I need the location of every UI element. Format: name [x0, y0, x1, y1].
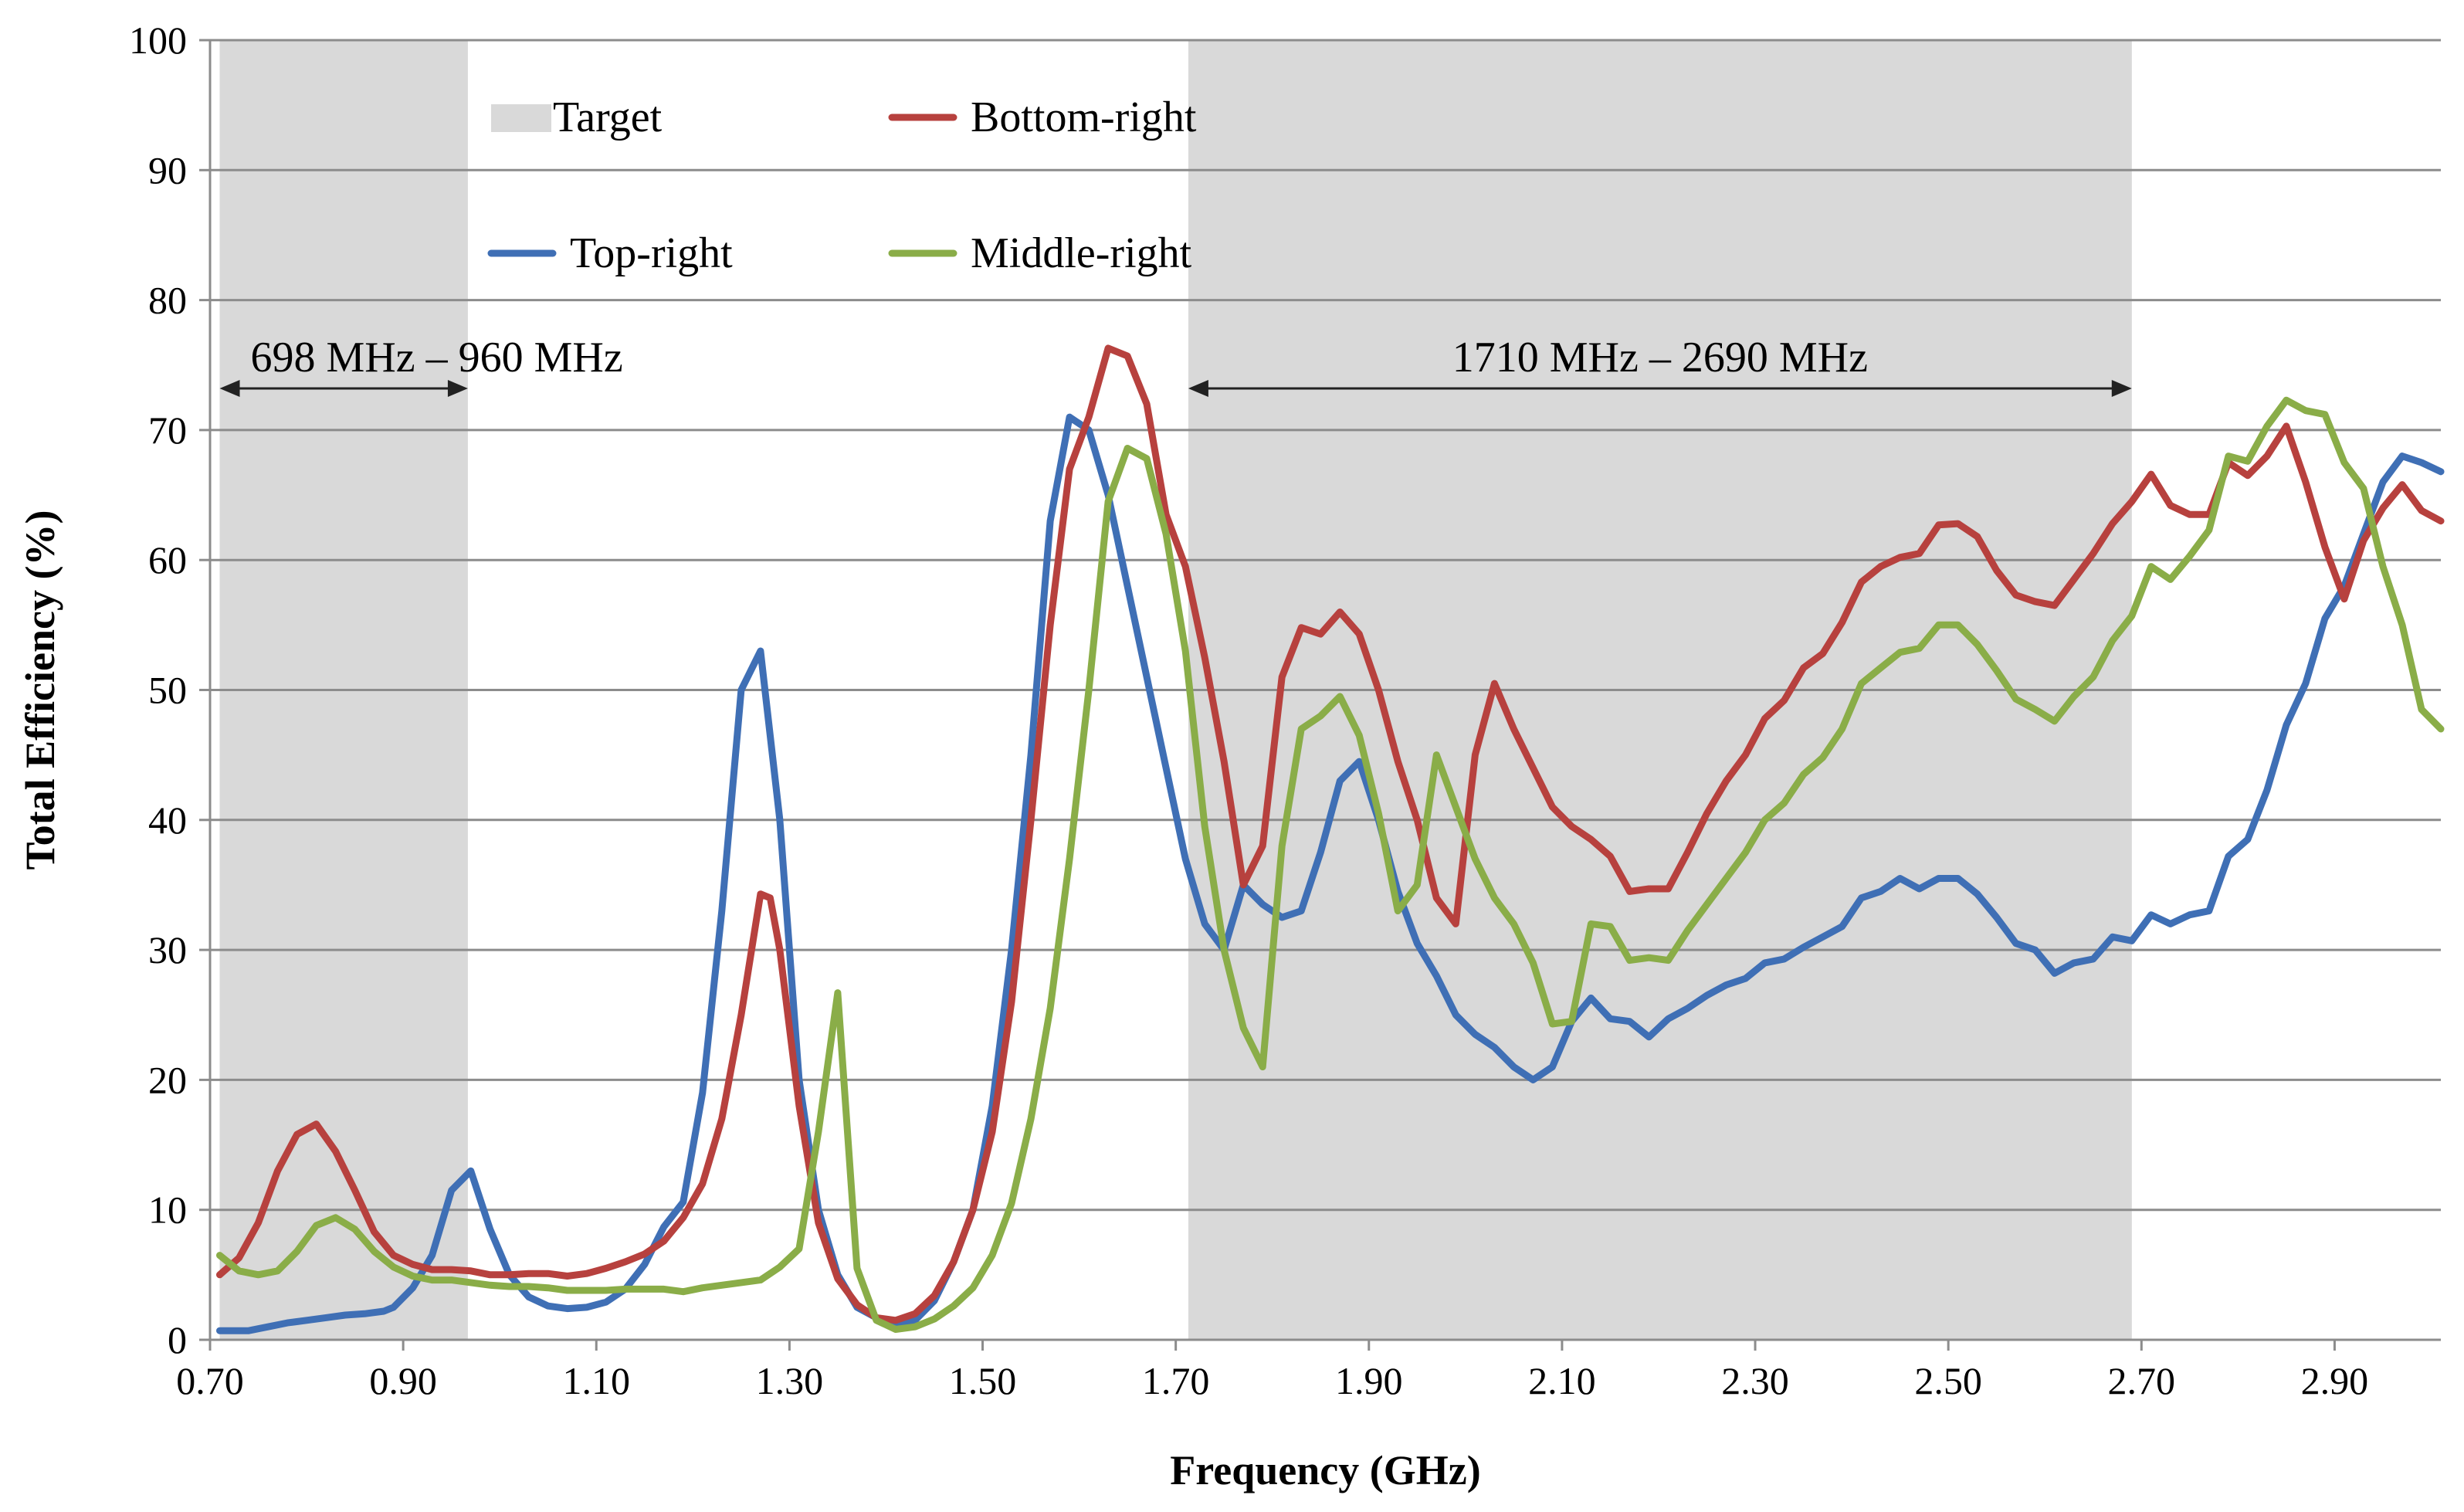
y-tick-label: 50: [148, 669, 187, 712]
x-tick-label: 1.90: [1335, 1359, 1403, 1402]
legend-label-top-right: Top-right: [570, 229, 733, 277]
series-line-bottom-right: [216, 344, 2445, 1324]
x-tick-label: 0.90: [369, 1359, 437, 1402]
band-2-arrow-head-right: [2111, 380, 2132, 398]
y-tick-label: 10: [148, 1188, 187, 1232]
y-tick-label: 70: [148, 409, 187, 452]
y-tick-label: 30: [148, 928, 187, 971]
y-axis-title: Total Efficiency (%): [17, 510, 63, 870]
x-tick-label: 2.50: [1914, 1359, 1982, 1402]
series-line-middle-right: [216, 396, 2445, 1333]
legend-label-target: Target: [553, 93, 663, 141]
y-tick-label: 90: [148, 148, 187, 192]
x-tick-label: 1.30: [756, 1359, 824, 1402]
series-line-top-right: [216, 413, 2445, 1334]
x-tick-label: 1.70: [1142, 1359, 1210, 1402]
band-1-arrow-head-right: [447, 380, 468, 398]
legend: Target Top-right Bottom-right Middle-right: [487, 93, 1197, 277]
band-1-label: 698 MHz – 960 MHz: [251, 334, 623, 381]
x-tick-label: 1.10: [563, 1359, 631, 1402]
axes: 0 10 20 30 40 50 60 70 80 90 100 0.70 0.90 1.10 1.30 1.…: [129, 19, 2441, 1402]
y-tick-label: 20: [148, 1058, 187, 1101]
gridlines: [210, 39, 2441, 1212]
y-tick-label: 40: [148, 798, 187, 842]
y-tick-label: 80: [148, 279, 187, 322]
band-1-arrow-head-left: [219, 380, 240, 398]
band-annotations: 698 MHz – 960 MHz 1710 MHz – 2690 MHz: [219, 334, 2132, 398]
y-tick-label: 100: [129, 19, 187, 62]
x-tick-label: 2.90: [2301, 1359, 2369, 1402]
x-tick-label: 2.30: [1721, 1359, 1789, 1402]
x-tick-label: 2.10: [1528, 1359, 1596, 1402]
legend-swatch-target: [491, 104, 551, 132]
band-2-arrow-head-left: [1188, 380, 1208, 398]
x-tick-label: 0.70: [176, 1359, 244, 1402]
y-tick-label: 60: [148, 538, 187, 581]
x-tick-label: 1.50: [949, 1359, 1017, 1402]
legend-label-middle-right: Middle-right: [971, 229, 1192, 277]
series-lines: [216, 344, 2445, 1334]
y-tick-label: 0: [168, 1318, 187, 1361]
x-axis-title: Frequency (GHz): [1170, 1447, 1480, 1493]
legend-label-bottom-right: Bottom-right: [971, 93, 1197, 141]
band-2-label: 1710 MHz – 2690 MHz: [1452, 334, 1868, 381]
x-tick-label: 2.70: [2108, 1359, 2176, 1402]
